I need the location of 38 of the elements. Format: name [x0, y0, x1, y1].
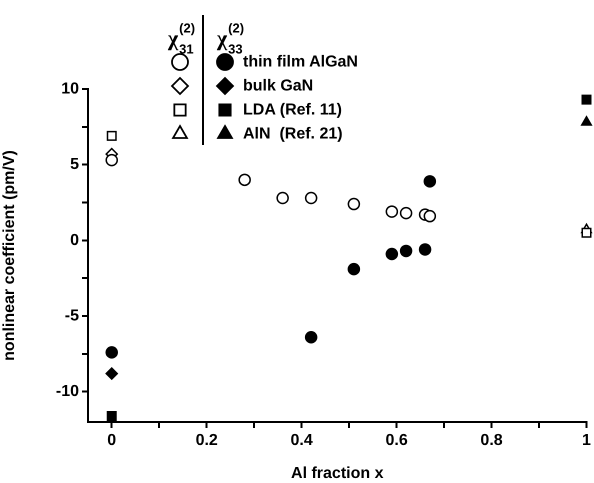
point — [106, 130, 117, 141]
x-tick-label: 1 — [582, 432, 592, 450]
legend-label: bulk GaN — [243, 77, 314, 94]
point — [582, 94, 592, 105]
point — [304, 330, 318, 344]
point — [400, 244, 412, 258]
point — [304, 192, 318, 204]
point — [276, 192, 289, 204]
point — [105, 154, 118, 166]
point — [238, 174, 251, 186]
y-tick-label: 0 — [70, 232, 80, 249]
x-tick-label: 0.8 — [480, 432, 503, 450]
point — [348, 262, 360, 276]
x-tick-label: 0 — [107, 432, 116, 450]
legend-label: LDA (Ref. 11) — [243, 101, 342, 118]
point — [106, 410, 117, 421]
point — [424, 175, 436, 188]
y-tick-label: 10 — [61, 80, 80, 98]
x-tick-label: 0.4 — [290, 432, 313, 450]
x-tick-label: 0.6 — [385, 432, 408, 450]
point — [418, 243, 432, 256]
y-axis-title: nonlinear coefficient (pm/V) — [1, 150, 18, 361]
y-tick-label: 5 — [70, 156, 80, 174]
point — [386, 205, 398, 218]
y-tick-label: -10 — [56, 383, 80, 400]
x-axis-title: Al fraction x — [291, 464, 384, 482]
point — [105, 367, 118, 380]
legend-label: AlN (Ref. 21) — [243, 125, 343, 142]
point — [386, 248, 398, 260]
point — [105, 346, 118, 359]
legend-label: thin film AlGaN — [243, 53, 358, 70]
y-tick-label: -5 — [64, 307, 80, 324]
point — [400, 206, 412, 220]
point — [582, 228, 592, 238]
point — [580, 116, 592, 126]
point — [348, 198, 360, 210]
x-tick-label: 0.2 — [196, 432, 218, 450]
point — [424, 210, 436, 222]
